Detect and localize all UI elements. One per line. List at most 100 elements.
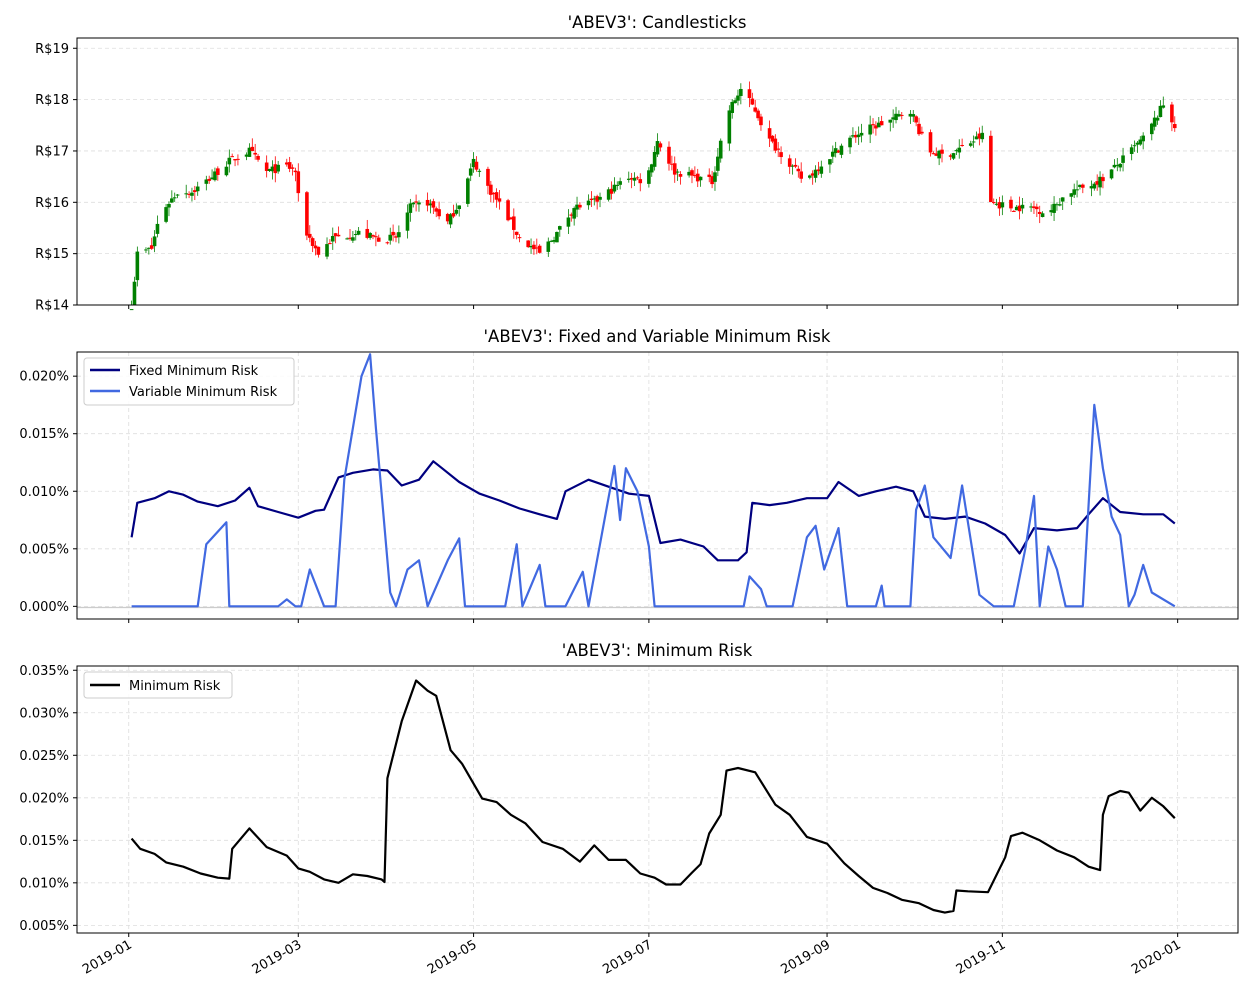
candle-body-down bbox=[796, 168, 801, 172]
candle-body-down bbox=[506, 200, 510, 221]
candle-body-down bbox=[434, 208, 439, 212]
y-tick-label: 0.030% bbox=[19, 706, 69, 721]
candle-body-down bbox=[307, 233, 312, 238]
candle-body-up bbox=[164, 207, 168, 222]
candle-body-up bbox=[974, 136, 979, 140]
candle-body-down bbox=[333, 233, 338, 237]
candle-body-up bbox=[325, 244, 329, 257]
candle-body-up bbox=[1040, 213, 1045, 218]
candle-body-down bbox=[879, 121, 884, 126]
candle-body-up bbox=[716, 156, 720, 171]
candle-body-up bbox=[135, 251, 140, 281]
candle-body-up bbox=[1075, 189, 1079, 191]
candle-body-down bbox=[336, 234, 341, 237]
candlestick-panel: 'ABEV3': Candlesticks R$14R$15R$16R$17R$… bbox=[35, 13, 1239, 314]
candle-body-down bbox=[437, 209, 441, 217]
y-tick-label: 0.010% bbox=[19, 485, 69, 500]
candle-body-down bbox=[773, 138, 778, 151]
candle-body-up bbox=[270, 166, 275, 172]
candle-body-down bbox=[1009, 199, 1013, 209]
candle-body-up bbox=[733, 100, 737, 104]
candle-body-down bbox=[1017, 205, 1022, 212]
candle-body-up bbox=[839, 145, 844, 155]
candle-body-up bbox=[1132, 145, 1137, 147]
candle-body-up bbox=[615, 184, 620, 186]
candle-body-down bbox=[264, 162, 269, 171]
candle-body-up bbox=[155, 223, 160, 234]
y-tick-label: 0.015% bbox=[19, 834, 69, 849]
candle-body-up bbox=[330, 236, 335, 242]
x-tick-label: 2020-01 bbox=[1129, 937, 1184, 977]
candle-body-down bbox=[747, 89, 752, 99]
candle-body-down bbox=[670, 163, 674, 165]
candle-body-down bbox=[1035, 206, 1039, 210]
candle-body-up bbox=[598, 196, 602, 200]
candle-body-up bbox=[405, 212, 410, 231]
candle-body-up bbox=[687, 171, 691, 176]
candle-body-up bbox=[129, 309, 134, 311]
candle-body-down bbox=[595, 196, 599, 202]
candle-body-up bbox=[397, 232, 401, 238]
candle-body-up bbox=[1089, 186, 1094, 189]
candle-body-down bbox=[385, 242, 390, 244]
candle-body-up bbox=[592, 198, 597, 200]
candle-body-up bbox=[980, 132, 985, 140]
fixed-variable-risk-y-axis: 0.000% 0.005% 0.010% 0.015% 0.020% bbox=[19, 370, 77, 615]
candle-body-up bbox=[388, 234, 393, 241]
y-tick-label: R$16 bbox=[35, 196, 69, 211]
candle-body-up bbox=[586, 200, 591, 206]
candle-body-up bbox=[713, 172, 717, 182]
candle-body-up bbox=[1000, 202, 1005, 208]
candle-body-down bbox=[236, 158, 240, 160]
candle-body-down bbox=[233, 159, 237, 161]
candle-body-up bbox=[276, 164, 280, 172]
y-tick-label: 0.020% bbox=[19, 791, 69, 806]
candle-body-up bbox=[718, 140, 723, 159]
candle-body-up bbox=[859, 132, 864, 136]
candle-body-up bbox=[1049, 210, 1054, 213]
candle-body-down bbox=[920, 131, 924, 134]
x-tick-label: 2019-03 bbox=[250, 937, 305, 977]
candle-body-up bbox=[244, 154, 249, 157]
candle-body-up bbox=[649, 164, 654, 173]
candle-body-down bbox=[348, 237, 352, 239]
candle-body-up bbox=[454, 209, 459, 214]
candle-body-down bbox=[290, 167, 295, 169]
candle-body-up bbox=[572, 208, 576, 219]
candle-body-down bbox=[569, 214, 574, 216]
candle-body-up bbox=[132, 281, 137, 305]
candle-body-down bbox=[914, 116, 918, 123]
candle-body-up bbox=[566, 217, 571, 227]
candle-body-up bbox=[828, 159, 832, 165]
candle-body-down bbox=[710, 176, 714, 185]
minimum-risk-y-axis: 0.005% 0.010% 0.015% 0.020% 0.025% 0.030% 0.03… bbox=[19, 664, 77, 934]
candle-body-down bbox=[940, 149, 944, 154]
candle-body-down bbox=[1170, 104, 1174, 123]
y-tick-label: R$15 bbox=[35, 247, 69, 262]
candle-body-up bbox=[1149, 123, 1154, 135]
candle-body-down bbox=[750, 98, 755, 105]
x-tick-label: 2019-05 bbox=[425, 937, 480, 977]
candle-body-up bbox=[1121, 155, 1125, 163]
candle-body-up bbox=[1029, 206, 1033, 208]
candle-body-up bbox=[1135, 142, 1140, 145]
candlestick-x-axis bbox=[128, 305, 1179, 309]
candle-body-up bbox=[466, 178, 470, 204]
fixed-variable-risk-grid bbox=[77, 352, 1238, 619]
candle-body-down bbox=[770, 135, 775, 142]
candle-body-up bbox=[247, 147, 252, 157]
candle-body-up bbox=[1161, 105, 1166, 108]
candlestick-y-axis: R$14 R$15 R$16 R$17 R$18 R$19 bbox=[35, 42, 77, 314]
candle-body-down bbox=[328, 243, 332, 245]
candle-body-up bbox=[417, 202, 421, 205]
candle-body-down bbox=[512, 216, 516, 230]
candle-body-down bbox=[960, 145, 964, 147]
candle-body-up bbox=[655, 141, 660, 155]
candle-body-up bbox=[353, 234, 358, 236]
legend-box bbox=[83, 357, 295, 406]
candle-body-up bbox=[675, 171, 680, 173]
y-tick-label: 0.005% bbox=[19, 919, 69, 934]
candle-body-down bbox=[948, 155, 953, 157]
candle-body-down bbox=[578, 204, 582, 208]
candle-body-up bbox=[575, 204, 579, 210]
